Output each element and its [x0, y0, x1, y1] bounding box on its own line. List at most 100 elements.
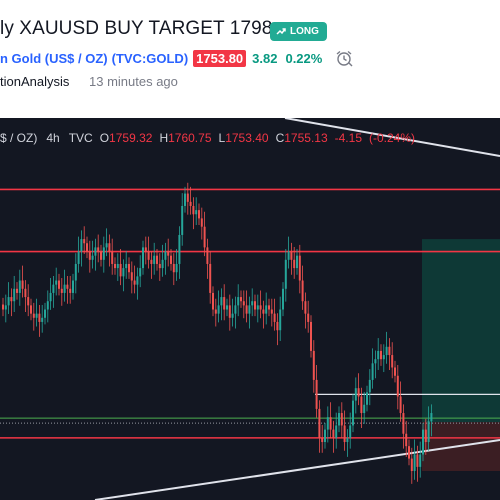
price-change: 3.82 — [252, 50, 278, 66]
candle-body — [360, 396, 363, 414]
candle-body — [287, 251, 290, 260]
candle-body — [60, 288, 63, 293]
chart-canvas[interactable] — [0, 118, 500, 500]
candle-body — [380, 350, 382, 360]
candle-body — [226, 305, 228, 310]
candle-body — [186, 193, 189, 202]
candle-body — [413, 454, 416, 472]
trendline-lower — [94, 439, 500, 500]
candle-body — [220, 297, 223, 306]
author-name[interactable]: tionAnalysis — [0, 74, 70, 89]
candle-body — [240, 297, 242, 302]
trend-up-icon — [276, 28, 286, 35]
candle-body — [192, 205, 195, 215]
legend-timeframe[interactable]: 4h — [46, 131, 60, 145]
candle-body — [209, 263, 212, 293]
candle-body — [55, 280, 58, 285]
candle-body — [172, 263, 175, 273]
candle-body — [357, 388, 360, 397]
candle-body — [214, 309, 217, 314]
candle-body — [399, 396, 402, 414]
price-change-percent: 0.22% — [285, 50, 323, 66]
symbol-name-link[interactable]: n Gold (US$ / OZ) — [0, 50, 108, 66]
candle-body — [167, 251, 170, 256]
candle-body — [32, 313, 35, 318]
candle-body — [368, 379, 371, 393]
candle-body — [279, 309, 282, 331]
candle-body — [30, 305, 32, 314]
candle-body — [424, 429, 427, 443]
legend-open: 1759.32 — [109, 131, 153, 145]
candle-body — [158, 263, 161, 269]
candle-body — [217, 305, 220, 314]
candle-body — [86, 243, 88, 252]
candle-body — [74, 263, 77, 281]
candle-body — [195, 210, 198, 215]
candle-body — [97, 247, 100, 252]
candle-body — [130, 272, 133, 281]
candle-body — [231, 313, 234, 318]
candle-body — [170, 255, 172, 264]
candle-body — [301, 280, 304, 302]
candle-body — [248, 305, 251, 314]
candle-body — [416, 454, 419, 467]
candle-body — [276, 321, 279, 331]
candle-body — [66, 284, 69, 289]
candle-body — [139, 268, 142, 277]
candle-body — [315, 379, 318, 409]
candle-body — [206, 247, 209, 264]
candle-body — [203, 226, 206, 248]
candle-body — [363, 404, 366, 414]
candle-body — [326, 417, 329, 430]
candle-body — [35, 313, 38, 318]
candle-body — [430, 413, 433, 422]
candle-body — [125, 263, 128, 269]
candle-body — [44, 309, 46, 318]
candle-body — [27, 297, 30, 306]
candle-body — [293, 259, 296, 269]
candle-body — [318, 408, 321, 438]
candle-body — [259, 305, 262, 310]
candle-body — [94, 247, 97, 256]
candle-body — [142, 247, 144, 269]
candle-body — [408, 446, 410, 459]
candle-body — [156, 255, 158, 264]
candle-body — [38, 313, 41, 322]
candle-body — [354, 388, 357, 401]
candle-body — [200, 218, 203, 227]
candle-body — [10, 297, 13, 302]
candle-body — [184, 193, 186, 206]
price-chart[interactable]: $ / OZ) 4h TVC O1759.32 H1760.75 L1753.4… — [0, 118, 500, 500]
candle-body — [4, 305, 7, 310]
legend-change: -4.15 — [334, 131, 362, 145]
legend-close: 1755.13 — [284, 131, 328, 145]
symbol-row: n Gold (US$ / OZ) (TVC:GOLD) 1753.80 3.8… — [0, 49, 354, 67]
trendline-upper — [284, 118, 500, 157]
candle-body — [396, 375, 399, 397]
candle-body — [346, 437, 349, 443]
candle-body — [237, 297, 240, 306]
symbol-ticker-link[interactable]: (TVC:GOLD) — [111, 50, 189, 66]
ohlc-legend: $ / OZ) 4h TVC O1759.32 H1760.75 L1753.4… — [0, 131, 416, 145]
candle-body — [352, 400, 354, 426]
candle-body — [80, 239, 83, 252]
alarm-clock-icon[interactable] — [334, 49, 354, 67]
candle-body — [161, 259, 164, 269]
candle-body — [77, 251, 80, 264]
candle-body — [111, 251, 114, 264]
candle-body — [410, 458, 413, 472]
candle-body — [321, 437, 324, 443]
candle-body — [114, 263, 116, 269]
candle-body — [136, 276, 139, 285]
candle-body — [338, 413, 340, 426]
candle-body — [122, 268, 125, 277]
candle-body — [374, 359, 377, 364]
candle-body — [52, 284, 55, 293]
candle-body — [102, 247, 105, 260]
candle-body — [175, 263, 178, 273]
legend-high: 1760.75 — [168, 131, 212, 145]
legend-low: 1753.40 — [225, 131, 269, 145]
candle-body — [147, 251, 150, 260]
candle-body — [72, 280, 74, 293]
candle-body — [181, 205, 184, 235]
